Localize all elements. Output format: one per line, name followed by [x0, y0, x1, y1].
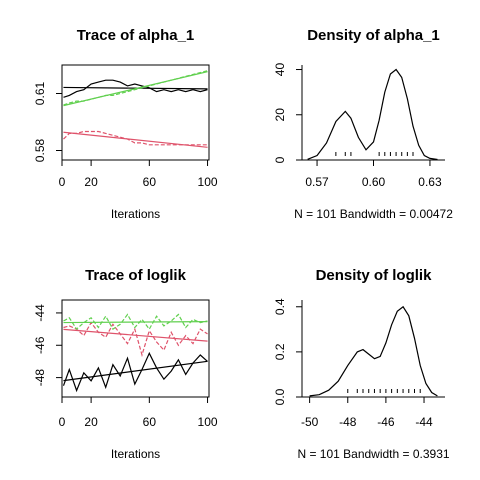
panel-2 — [296, 65, 445, 166]
trace-line-3-1 — [62, 351, 208, 393]
chart-title-4: Density of loglik — [316, 267, 433, 284]
y-tick-label-3: -46 — [33, 336, 47, 354]
density-curve-2 — [307, 68, 438, 161]
y-tick-label-2: 20 — [273, 108, 287, 122]
trend-line-3-1 — [63, 360, 208, 382]
trace-line-3-3 — [63, 313, 208, 331]
y-tick-label-2: 40 — [273, 63, 287, 77]
chart-title-3: Trace of loglik — [85, 267, 187, 284]
plot-frame-1 — [61, 64, 210, 161]
panel-3 — [56, 299, 210, 403]
x-tick-label-1: 100 — [198, 175, 218, 189]
x-axis-label-2: N = 101 Bandwidth = 0.00472 — [294, 207, 453, 221]
trace-line-3-2 — [63, 321, 208, 358]
density-curve-4 — [309, 305, 438, 397]
y-tick-label-3: -48 — [33, 369, 47, 387]
x-tick-label-1: 60 — [143, 175, 157, 189]
x-tick-label-3: 60 — [143, 415, 157, 429]
trend-line-3-2 — [63, 328, 208, 342]
x-tick-label-3: 0 — [59, 415, 66, 429]
panel-1 — [56, 64, 210, 166]
x-tick-label-1: 0 — [59, 175, 66, 189]
y-tick-label-4: 0.2 — [273, 343, 287, 360]
trend-line-1-3 — [63, 71, 208, 107]
x-tick-label-2: 0.63 — [418, 175, 442, 189]
trend-line-1-2 — [63, 131, 208, 148]
y-tick-label-1: 0.61 — [33, 81, 47, 105]
plot-frame-3 — [61, 299, 210, 398]
trace-line-1-2 — [63, 130, 208, 146]
x-tick-label-4: -44 — [415, 415, 433, 429]
y-tick-label-4: 0.4 — [273, 298, 287, 315]
chart-title-2: Density of alpha_1 — [307, 27, 440, 44]
x-axis-label-1: Iterations — [111, 207, 160, 221]
x-axis-label-4: N = 101 Bandwidth = 0.3931 — [297, 447, 449, 461]
x-tick-label-4: -46 — [377, 415, 395, 429]
x-tick-label-4: -50 — [301, 415, 319, 429]
x-tick-label-2: 0.57 — [305, 175, 329, 189]
x-axis-label-3: Iterations — [111, 447, 160, 461]
y-tick-label-1: 0.58 — [33, 138, 47, 162]
x-tick-label-1: 20 — [84, 175, 98, 189]
chart-title-1: Trace of alpha_1 — [77, 27, 195, 44]
trend-line-3-3 — [63, 321, 208, 324]
x-tick-label-4: -48 — [339, 415, 357, 429]
y-tick-label-4: 0.0 — [273, 388, 287, 405]
y-tick-label-3: -44 — [33, 304, 47, 322]
x-tick-label-3: 20 — [84, 415, 98, 429]
panel-4 — [296, 300, 445, 403]
x-tick-label-3: 100 — [198, 415, 218, 429]
x-tick-label-2: 0.60 — [362, 175, 386, 189]
y-tick-label-2: 0 — [273, 156, 287, 163]
